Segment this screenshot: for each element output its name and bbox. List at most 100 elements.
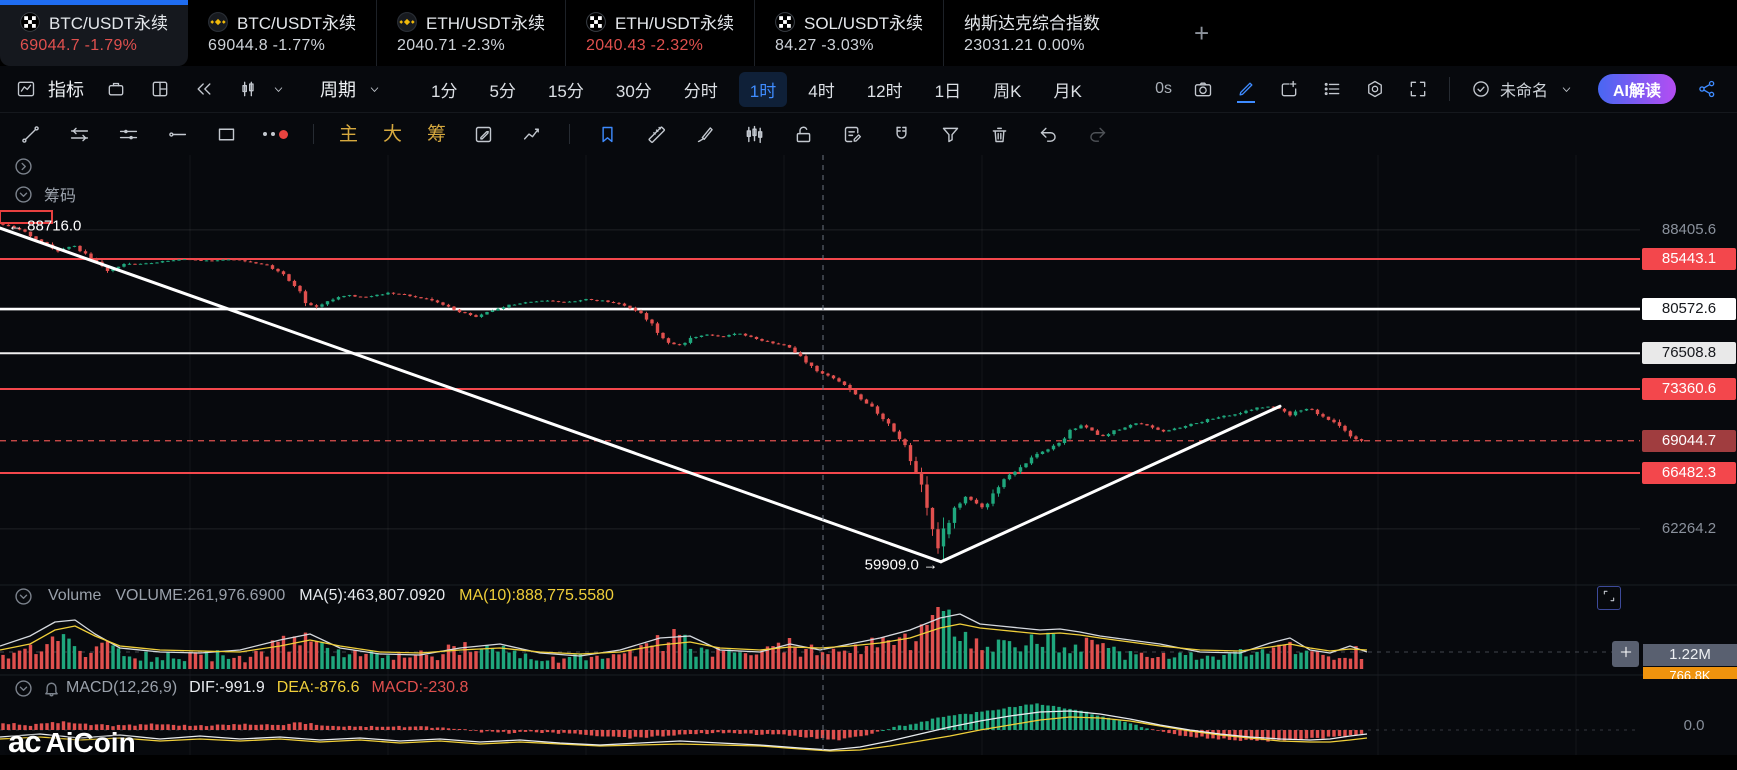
indicators-button[interactable]: 指标 bbox=[48, 80, 84, 100]
settings-gear-icon[interactable] bbox=[1363, 77, 1387, 101]
ruler-icon[interactable] bbox=[644, 122, 668, 146]
timeframe-button[interactable]: 周K bbox=[993, 81, 1022, 101]
ticker-tab[interactable]: ETH/USDT永续 2040.43 -2.32% bbox=[565, 0, 754, 66]
candle-style-dropdown[interactable] bbox=[236, 77, 290, 101]
playback-icon[interactable] bbox=[192, 77, 216, 101]
object-list-icon[interactable] bbox=[1320, 77, 1344, 101]
timeframe-button[interactable]: 4时 bbox=[808, 81, 835, 101]
chevron-down-icon bbox=[1555, 77, 1579, 101]
binance-exchange-icon bbox=[208, 11, 228, 32]
timeframe-button[interactable]: 1时 bbox=[738, 71, 788, 107]
tab-price-change: 84.27 -3.03% bbox=[775, 37, 874, 54]
candle-pattern-icon[interactable] bbox=[742, 122, 766, 146]
okx-exchange-icon bbox=[20, 11, 40, 32]
period-label: 周期 bbox=[320, 80, 356, 100]
expand-panel-icon[interactable] bbox=[12, 155, 34, 177]
candlestick-icon bbox=[236, 77, 260, 101]
toolbox-icon[interactable] bbox=[104, 77, 128, 101]
ticker-tab[interactable]: ETH/USDT永续 2040.71 -2.3% bbox=[376, 0, 565, 66]
trend-line-icon[interactable] bbox=[18, 122, 42, 146]
tab-symbol-name: BTC/USDT永续 bbox=[49, 14, 168, 33]
period-dropdown[interactable]: 周期 bbox=[320, 76, 386, 102]
ai-analysis-button[interactable]: AI解读 bbox=[1597, 74, 1676, 104]
draw-mode-icon[interactable] bbox=[1234, 77, 1258, 103]
quick-tool-主[interactable]: 主 bbox=[339, 123, 359, 145]
alert-bell-icon[interactable] bbox=[40, 677, 62, 699]
parallel-lines-icon[interactable] bbox=[116, 122, 140, 146]
funnel-icon[interactable] bbox=[938, 122, 962, 146]
ticker-tab[interactable]: SOL/USDT永续 84.27 -3.03% bbox=[754, 0, 943, 66]
horizontal-ray-icon[interactable] bbox=[165, 122, 189, 146]
add-symbol-button[interactable]: + bbox=[1194, 17, 1210, 48]
timeframe-button[interactable]: 1分 bbox=[431, 81, 458, 101]
color-dots-button[interactable] bbox=[263, 129, 288, 139]
trash-icon[interactable] bbox=[987, 122, 1011, 146]
quick-tool-大[interactable]: 大 bbox=[383, 123, 403, 145]
note-edit-icon[interactable] bbox=[840, 122, 864, 146]
chart-type-icon[interactable] bbox=[14, 77, 38, 101]
levels-arrows-icon[interactable] bbox=[67, 122, 91, 146]
logo-glyph: ac bbox=[8, 724, 41, 759]
timeframe-button[interactable]: 分时 bbox=[683, 81, 718, 101]
undo-icon[interactable] bbox=[1036, 122, 1060, 146]
timeframe-button[interactable]: 1日 bbox=[934, 81, 962, 101]
ticker-tab[interactable]: BTC/USDT永续 69044.7 -1.79% bbox=[0, 0, 188, 66]
layout-name-dropdown[interactable]: 未命名 bbox=[1469, 77, 1579, 101]
volume-pane-header: Volume VOLUME:261,976.6900 MA(5):463,807… bbox=[12, 585, 614, 607]
lock-open-icon[interactable] bbox=[791, 122, 815, 146]
volume-last-badge: 766.8K bbox=[1643, 667, 1737, 679]
tab-price-change: 69044.8 -1.77% bbox=[208, 37, 326, 54]
macd-pane-header: MACD(12,26,9) DIF:-991.9 DEA:-876.6 MACD… bbox=[12, 677, 468, 699]
polyline-num-icon[interactable] bbox=[520, 122, 544, 146]
chevron-down-icon bbox=[362, 77, 386, 101]
redo-icon[interactable] bbox=[1085, 122, 1109, 146]
macd-zero-label: 0.0 bbox=[1683, 717, 1705, 734]
timeframe-button[interactable]: 月K bbox=[1053, 81, 1082, 101]
timeframe-button[interactable]: 5分 bbox=[489, 81, 516, 101]
share-icon[interactable] bbox=[1695, 77, 1719, 101]
pane-maximize-icon[interactable] bbox=[1597, 586, 1621, 610]
layout-icon[interactable] bbox=[148, 77, 172, 101]
quick-tool-筹[interactable]: 筹 bbox=[427, 123, 447, 145]
bookmark-icon[interactable] bbox=[595, 122, 619, 146]
edit-square-icon[interactable] bbox=[471, 122, 495, 146]
timeframe-button[interactable]: 30分 bbox=[615, 81, 652, 101]
new-pane-icon[interactable] bbox=[1277, 77, 1301, 101]
ticker-tab[interactable]: 纳斯达克综合指数 23031.21 0.00% bbox=[943, 0, 1120, 66]
volume-ma5-value: MA(5):463,807.0920 bbox=[299, 587, 446, 604]
tab-price-change: 2040.71 -2.3% bbox=[397, 37, 505, 54]
macd-hist-value: MACD:-230.8 bbox=[371, 679, 469, 696]
logo-text: AiCoin bbox=[45, 727, 136, 758]
magnet-icon[interactable] bbox=[889, 122, 913, 146]
price-level-label: 73360.6 bbox=[1642, 378, 1736, 400]
okx-exchange-icon bbox=[775, 11, 795, 32]
layout-name-label: 未命名 bbox=[1499, 83, 1548, 100]
current-price-label: 69044.7 bbox=[1642, 430, 1736, 452]
price-level-label: 85443.1 bbox=[1642, 248, 1736, 270]
rectangle-icon[interactable] bbox=[214, 122, 238, 146]
add-alert-button[interactable] bbox=[1612, 641, 1639, 667]
screenshot-icon[interactable] bbox=[1191, 77, 1215, 101]
ticker-tab[interactable]: BTC/USDT永续 69044.8 -1.77% bbox=[188, 0, 376, 66]
collapse-icon[interactable] bbox=[12, 585, 34, 607]
price-level-label: 80572.6 bbox=[1642, 298, 1736, 320]
tab-symbol-name: 纳斯达克综合指数 bbox=[964, 14, 1101, 33]
collapse-icon[interactable] bbox=[12, 183, 34, 205]
drawing-toolbar: 主大筹 bbox=[0, 113, 1737, 155]
countdown-timer: 0s bbox=[1155, 80, 1172, 97]
divider bbox=[569, 124, 571, 144]
tab-price-change: 23031.21 0.00% bbox=[964, 37, 1085, 54]
divider bbox=[1448, 77, 1450, 101]
collapse-icon[interactable] bbox=[12, 677, 34, 699]
fullscreen-icon[interactable] bbox=[1406, 77, 1430, 101]
highlight-box bbox=[0, 210, 53, 224]
price-level-label: 62264.2 bbox=[1661, 520, 1717, 537]
plus-icon bbox=[1618, 644, 1634, 665]
timeframe-list: 1分 5分 15分 30分 分时 1时 4时 12时 1日 周K 月K bbox=[420, 71, 1093, 107]
aicoin-logo: ac AiCoin bbox=[8, 724, 136, 760]
ticker-tabs: BTC/USDT永续 69044.7 -1.79% BTC/USDT永续 69044.… bbox=[0, 0, 1120, 66]
tab-symbol-name: ETH/USDT永续 bbox=[426, 14, 545, 33]
timeframe-button[interactable]: 15分 bbox=[547, 81, 584, 101]
brush-icon[interactable] bbox=[693, 122, 717, 146]
timeframe-button[interactable]: 12时 bbox=[866, 81, 903, 101]
